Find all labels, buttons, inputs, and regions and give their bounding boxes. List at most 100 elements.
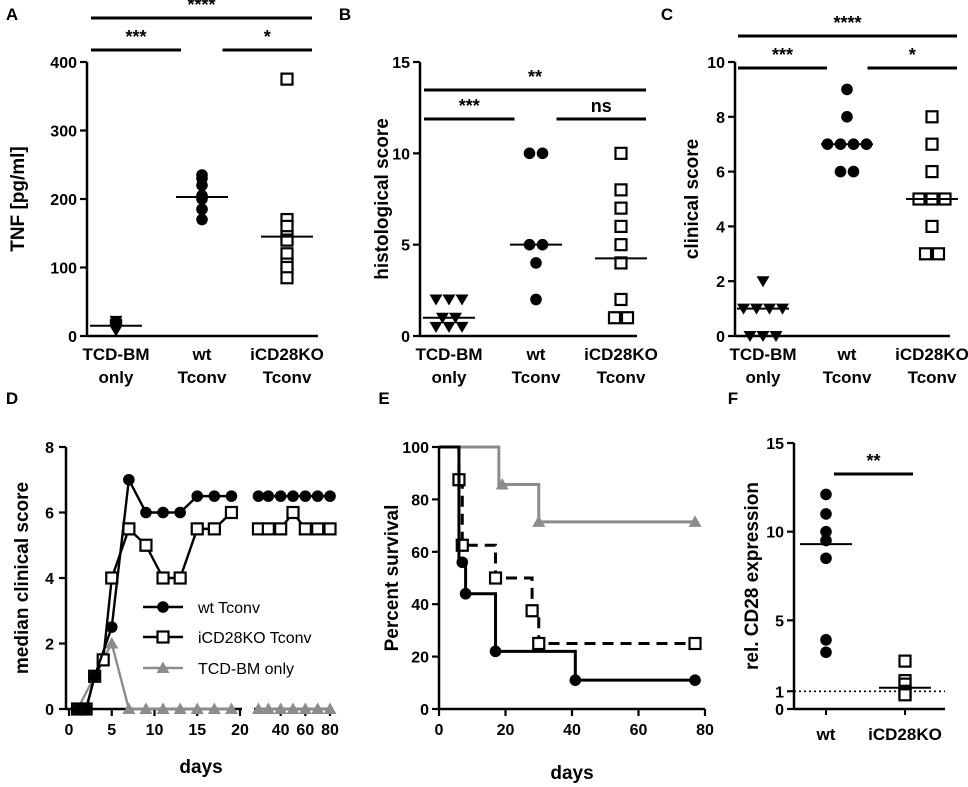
category-label: only [746, 368, 781, 387]
y-tick-label: 5 [401, 238, 410, 255]
data-point [280, 271, 294, 285]
data-point [820, 525, 832, 538]
data-point [274, 702, 288, 714]
x-tick-label: 20 [497, 722, 515, 739]
data-point [274, 522, 288, 536]
data-point [122, 522, 136, 536]
y-tick-label: 10 [766, 525, 784, 542]
y-axis-label: TNF [pg/ml] [8, 146, 29, 252]
category-label: Tconv [263, 368, 312, 387]
panel-letter: C [661, 5, 673, 24]
y-tick-label: 15 [766, 436, 784, 453]
y-tick-label: 60 [411, 545, 429, 562]
data-point [190, 702, 204, 714]
y-tick-label: 15 [392, 55, 410, 72]
data-point [262, 490, 275, 502]
x-tick-label: 60 [296, 722, 314, 739]
data-point [489, 645, 502, 658]
data-point [614, 219, 628, 233]
data-point [743, 331, 757, 342]
data-point [820, 646, 832, 659]
panel-letter: D [6, 389, 18, 408]
data-point [841, 83, 853, 96]
y-tick-label: 20 [411, 650, 429, 667]
x-axis-label: days [179, 757, 222, 778]
legend-label: iCD28KO Tconv [198, 630, 312, 647]
x-tick-label: 80 [696, 722, 714, 739]
panel-c: C 0 2 4 6 8 10 clinical score TCD-BM only wt Tconv i… [661, 5, 968, 387]
panel-b: B 0 5 10 15 histological score TCD-BM only wt Tco… [339, 5, 658, 387]
y-tick-label: 100 [50, 261, 77, 278]
category-label: TCD-BM [82, 345, 149, 364]
category-label: wt [526, 345, 546, 364]
data-point [834, 165, 847, 178]
panel-letter: A [6, 5, 18, 24]
data-point [459, 587, 472, 600]
data-point [139, 702, 153, 714]
x-tick-label: 60 [630, 722, 648, 739]
x-tick-label: 20 [231, 722, 249, 739]
data-point [105, 571, 119, 585]
data-point [756, 331, 770, 342]
significance-label: **** [187, 0, 215, 15]
category-label: Tconv [597, 368, 646, 387]
data-point [173, 702, 187, 714]
data-point [756, 276, 770, 288]
y-axis-label: rel. CD28 expression [742, 482, 763, 670]
data-point [455, 294, 469, 306]
y-tick-label: 100 [402, 440, 429, 457]
data-point [614, 201, 628, 215]
category-label: Tconv [178, 368, 227, 387]
panel-letter: F [728, 389, 738, 408]
data-point [925, 219, 939, 233]
category-label: TCD-BM [729, 345, 796, 364]
y-tick-label: 0 [68, 329, 77, 346]
data-point [925, 110, 939, 124]
data-point [429, 321, 443, 333]
data-point [820, 634, 832, 646]
data-point [105, 621, 118, 633]
category-label: iCD28KO [584, 345, 658, 364]
x-tick-label: 40 [272, 722, 290, 739]
data-point [280, 72, 294, 86]
data-point [898, 654, 912, 668]
data-point [525, 604, 539, 618]
panel-letter: E [378, 389, 389, 408]
y-axis-label: Percent survival [382, 505, 403, 652]
data-point [931, 247, 946, 261]
y-tick-label: 200 [50, 192, 77, 209]
survival-line [439, 445, 696, 645]
data-point [688, 636, 702, 651]
category-label: iCD28KO [868, 725, 942, 744]
category-label: Tconv [823, 368, 872, 387]
data-point [532, 636, 546, 651]
category-label: Tconv [908, 368, 957, 387]
data-point [769, 331, 783, 342]
data-point [311, 702, 325, 714]
data-point [530, 293, 542, 306]
data-point [614, 292, 628, 307]
data-point [252, 490, 265, 502]
data-point [536, 147, 549, 160]
data-point [820, 488, 832, 501]
y-tick-label: 2 [45, 637, 54, 654]
legend-marker [157, 601, 169, 613]
data-point [71, 703, 84, 715]
significance-label: * [909, 45, 916, 65]
data-point [925, 165, 939, 179]
category-label: only [432, 368, 467, 387]
data-point [442, 294, 456, 306]
data-point [261, 702, 275, 714]
data-point [196, 193, 208, 205]
data-point [196, 203, 208, 216]
y-tick-label: 0 [775, 702, 784, 719]
significance-label: ** [866, 451, 880, 471]
data-point [323, 522, 337, 536]
data-point [523, 147, 536, 160]
y-tick-label: 1 [775, 684, 784, 701]
data-point [324, 490, 336, 502]
data-point [311, 490, 324, 502]
y-tick-label: 400 [50, 55, 77, 72]
